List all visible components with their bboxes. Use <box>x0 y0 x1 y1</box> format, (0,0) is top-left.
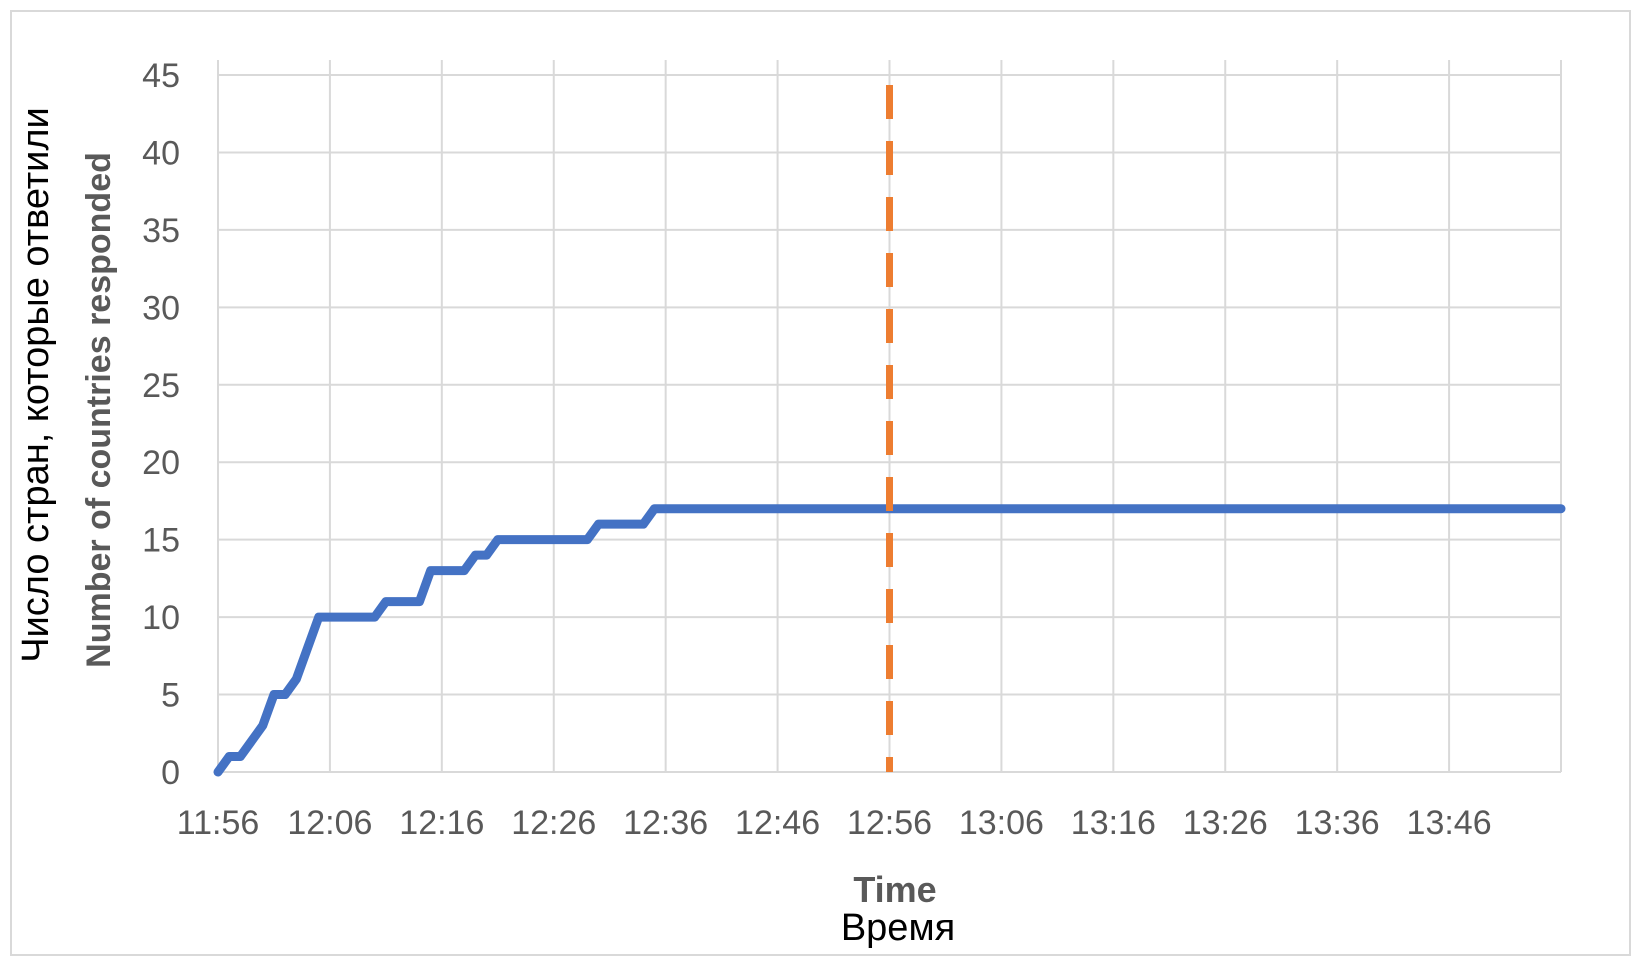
y-tick-label: 5 <box>161 677 180 715</box>
x-axis-label: Time <box>853 869 936 910</box>
series-layer <box>213 504 1566 777</box>
x-tick-label: 12:36 <box>623 804 708 842</box>
y-axis-label-ru: Число стран, которые ответили <box>15 107 57 663</box>
x-tick-label: 13:46 <box>1407 804 1492 842</box>
x-tick-label: 13:16 <box>1071 804 1156 842</box>
x-axis-label-ru: Время <box>841 907 955 949</box>
y-tick-label: 25 <box>142 367 180 405</box>
x-tick-label: 13:26 <box>1183 804 1268 842</box>
x-tick-label: 13:06 <box>959 804 1044 842</box>
y-tick-label: 0 <box>161 754 180 792</box>
y-tick-label: 40 <box>142 134 180 172</box>
y-tick-label: 35 <box>142 212 180 250</box>
series-line <box>213 504 1566 777</box>
grid <box>217 60 1562 773</box>
x-tick-label: 12:46 <box>735 804 820 842</box>
y-axis-label: Number of countries responded <box>80 152 118 668</box>
chart-frame <box>10 10 1631 956</box>
y-axis-ticks: 0 5 10 15 20 25 30 35 40 45 <box>142 57 180 792</box>
y-tick-label: 45 <box>142 57 180 95</box>
x-axis-ticks: 11:56 12:06 12:16 12:26 12:36 12:46 12:56 13:06… <box>177 804 1492 842</box>
y-tick-label: 10 <box>142 599 180 637</box>
y-tick-label: 15 <box>142 522 180 560</box>
x-tick-label: 12:56 <box>847 804 932 842</box>
y-tick-label: 30 <box>142 289 180 327</box>
x-tick-label: 12:16 <box>399 804 484 842</box>
x-tick-label: 11:56 <box>177 804 260 842</box>
x-tick-label: 12:26 <box>511 804 596 842</box>
y-tick-label: 20 <box>142 444 180 482</box>
x-tick-label: 13:36 <box>1295 804 1380 842</box>
x-tick-label: 12:06 <box>287 804 372 842</box>
